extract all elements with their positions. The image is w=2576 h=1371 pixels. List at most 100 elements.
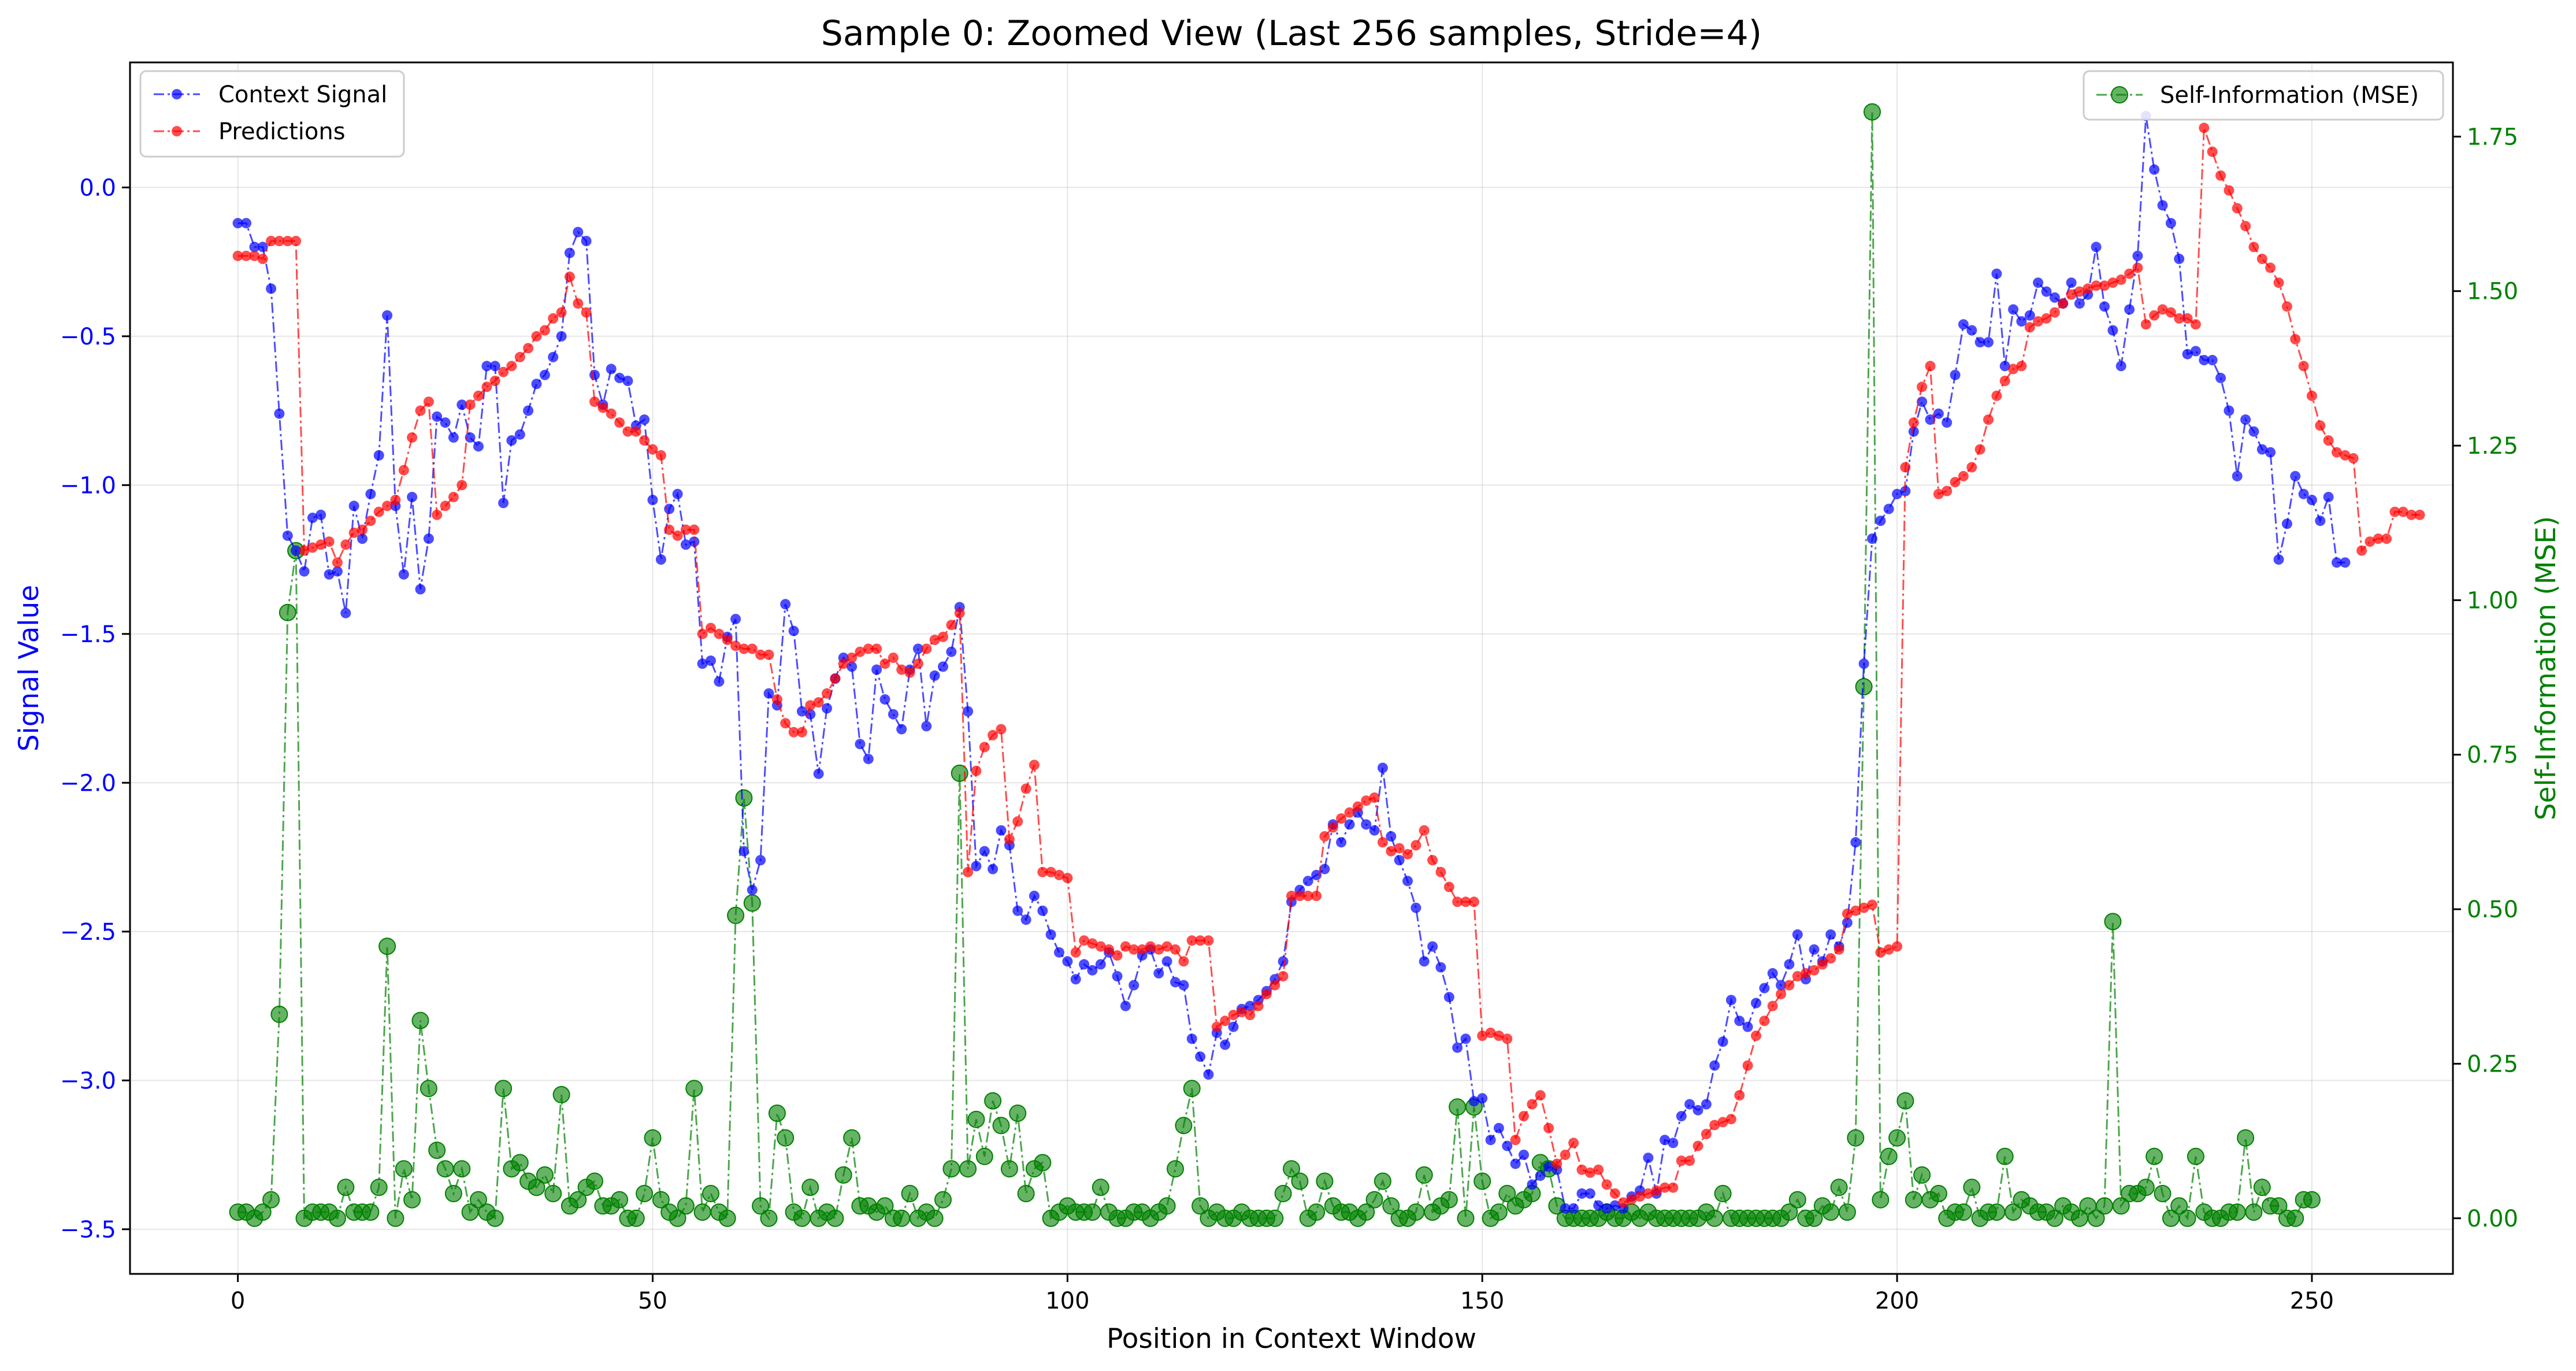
data-point-predictions: [1966, 462, 1977, 473]
data-point-context: [1759, 983, 1770, 994]
y-left-tick-label: −2.0: [60, 770, 116, 796]
data-point-predictions: [988, 729, 999, 740]
data-point-predictions: [706, 622, 716, 633]
data-point-self-info: [959, 1160, 977, 1178]
data-point-context: [1394, 855, 1405, 866]
data-point-context: [855, 739, 866, 750]
data-point-predictions: [2091, 280, 2102, 291]
data-point-predictions: [597, 402, 608, 413]
data-point-predictions: [581, 307, 592, 318]
data-point-context: [1361, 819, 1372, 830]
data-point-predictions: [1668, 1182, 1679, 1193]
data-point-context: [2008, 304, 2019, 315]
data-point-predictions: [996, 724, 1007, 735]
data-point-context: [2315, 516, 2326, 527]
data-point-predictions: [1236, 1006, 1247, 1017]
data-point-context: [324, 569, 335, 580]
data-point-context: [1593, 1200, 1604, 1211]
data-point-context: [1302, 876, 1313, 887]
data-point-context: [763, 688, 774, 699]
data-point-self-info: [2104, 913, 2122, 931]
data-point-predictions: [1833, 944, 1844, 955]
data-point-context: [1195, 1051, 1206, 1062]
data-point-predictions: [299, 545, 310, 556]
data-point-self-info: [1291, 1172, 1309, 1190]
data-point-self-info: [652, 1191, 670, 1209]
x-tick-label: 150: [1460, 1288, 1504, 1314]
x-tick-label: 250: [2290, 1288, 2334, 1314]
data-point-predictions: [1635, 1191, 1645, 1202]
data-point-predictions: [1302, 891, 1313, 901]
data-point-context: [847, 661, 858, 672]
data-point-predictions: [1070, 947, 1081, 958]
data-point-predictions: [1129, 944, 1139, 955]
data-point-context: [506, 435, 517, 446]
data-point-context: [2232, 470, 2243, 481]
data-point-predictions: [847, 653, 858, 663]
data-point-self-info: [2170, 1197, 2188, 1215]
data-point-context: [365, 488, 376, 499]
data-point-predictions: [1261, 988, 1272, 999]
data-point-context: [2332, 557, 2342, 568]
data-point-self-info: [718, 1209, 736, 1227]
data-point-self-info: [2137, 1179, 2155, 1196]
data-point-predictions: [655, 450, 666, 461]
data-point-self-info: [1838, 1203, 1856, 1221]
data-point-context: [996, 825, 1007, 836]
data-point-predictions: [1037, 866, 1048, 877]
data-point-self-info: [2253, 1179, 2271, 1196]
data-point-self-info: [2270, 1197, 2288, 1215]
data-point-predictions: [755, 649, 766, 660]
data-point-predictions: [1933, 488, 1944, 499]
data-point-context: [1701, 1099, 1712, 1110]
y-right-tick-label: 1.25: [2467, 433, 2518, 460]
data-point-predictions: [2323, 435, 2334, 446]
legend-left-box: [139, 70, 405, 158]
data-point-context: [1527, 1179, 1538, 1190]
data-point-predictions: [531, 331, 542, 342]
data-point-self-info: [743, 894, 761, 912]
data-point-self-info: [1175, 1117, 1193, 1135]
data-point-context: [988, 864, 999, 875]
data-point-self-info: [627, 1209, 645, 1227]
data-point-predictions: [1468, 896, 1479, 907]
data-point-context: [1734, 1016, 1745, 1027]
data-point-context: [1776, 980, 1787, 991]
data-point-predictions: [1220, 1016, 1231, 1027]
data-point-context: [1161, 956, 1172, 967]
data-point-predictions: [672, 530, 683, 541]
data-point-context: [249, 242, 260, 253]
data-point-context: [514, 429, 525, 440]
data-point-context: [622, 376, 633, 386]
data-point-predictions: [1311, 891, 1322, 901]
data-point-context: [1568, 1203, 1579, 1214]
data-point-predictions: [373, 506, 384, 517]
data-point-predictions: [2008, 364, 2019, 375]
data-point-context: [1029, 891, 1040, 901]
y-axis-label-right: Self-Information (MSE): [2530, 516, 2562, 821]
data-point-self-info: [470, 1191, 487, 1209]
data-point-predictions: [979, 742, 990, 753]
data-point-predictions: [1153, 944, 1164, 955]
data-point-predictions: [2033, 316, 2044, 327]
x-tick-label: 50: [638, 1288, 667, 1314]
data-point-self-info: [1988, 1203, 2006, 1221]
data-point-predictions: [2207, 146, 2218, 157]
data-point-self-info: [1490, 1203, 1508, 1221]
data-point-context: [1858, 658, 1869, 669]
data-point-self-info: [1407, 1203, 1425, 1221]
data-point-context: [498, 498, 509, 509]
data-point-context: [1966, 325, 1977, 336]
data-point-predictions: [2281, 301, 2292, 312]
data-point-context: [1020, 914, 1031, 925]
data-point-self-info: [1929, 1185, 1947, 1202]
data-point-self-info: [801, 1179, 819, 1196]
data-point-context: [1725, 995, 1736, 1006]
data-point-self-info: [279, 603, 296, 621]
data-point-self-info: [328, 1209, 346, 1227]
data-point-self-info: [436, 1160, 454, 1178]
data-point-context: [730, 614, 741, 624]
data-point-context: [2323, 491, 2334, 502]
data-point-self-info: [420, 1080, 437, 1098]
data-point-context: [465, 432, 476, 443]
